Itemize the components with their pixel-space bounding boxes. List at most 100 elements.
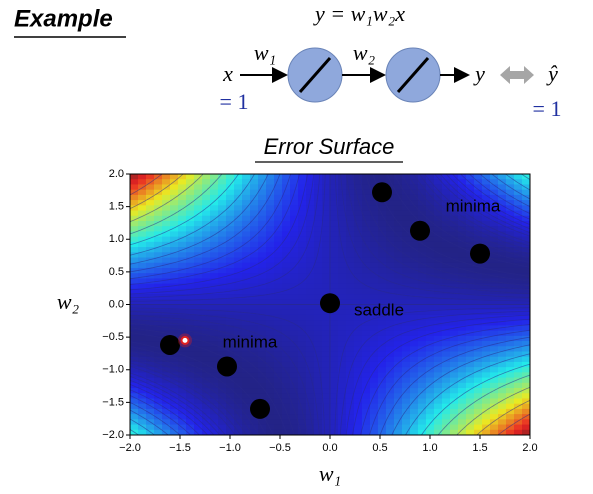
surface-cell [394,262,403,269]
surface-cell [170,361,179,368]
surface-cell [410,262,419,269]
surface-cell [314,408,323,415]
surface-cell [418,403,427,410]
surface-cell [234,257,243,264]
surface-cell [226,382,235,389]
surface-cell [250,299,259,306]
surface-cell [458,241,467,248]
surface-cell [378,205,387,212]
surface-cell [234,304,243,311]
surface-cell [170,231,179,238]
surface-cell [210,200,219,206]
surface-cell [282,361,291,368]
surface-cell [386,226,395,233]
surface-cell [362,299,371,306]
surface-cell [266,247,275,253]
surface-cell [434,179,443,186]
surface-cell [298,257,307,264]
surface-cell [522,398,530,405]
x-axis-label: w₁ [319,461,341,486]
surface-cell [458,236,467,243]
surface-cell [274,367,283,373]
surface-cell [330,288,339,295]
surface-cell [458,220,467,227]
surface-cell [330,252,339,259]
surface-cell [346,377,355,384]
surface-cell [210,309,219,316]
surface-cell [434,273,443,279]
surface-cell [298,267,307,274]
surface-cell [282,414,291,420]
surface-cell [202,346,211,353]
surface-cell [146,236,155,243]
surface-cell [146,262,155,269]
surface-cell [314,367,323,373]
surface-cell [290,241,299,248]
surface-cell [450,403,459,410]
surface-cell [514,283,523,290]
surface-cell [258,372,267,379]
surface-cell [514,356,523,363]
surface-cell [322,252,331,259]
surface-cell [394,414,403,420]
surface-cell [202,356,211,363]
surface-cell [386,174,395,180]
surface-cell [250,200,259,206]
surface-cell [178,377,187,384]
surface-cell [306,226,315,233]
surface-cell [506,288,515,295]
surface-cell [298,356,307,363]
surface-cell [490,299,499,306]
surface-cell [490,200,499,206]
surface-cell [274,351,283,358]
surface-cell [370,179,379,186]
surface-cell [146,231,155,238]
surface-cell [234,189,243,196]
surface-cell [402,205,411,212]
surface-cell [354,273,363,279]
surface-cell [258,330,267,337]
surface-cell [178,414,187,420]
surface-cell [450,299,459,306]
surface-cell [450,236,459,243]
surface-cell [322,377,331,384]
surface-cell [266,314,275,321]
surface-cell [250,252,259,259]
contour-line [419,174,530,247]
surface-cell [138,325,147,332]
equation: y = w₁w₂x [313,1,405,26]
surface-cell [450,361,459,368]
surface-cell [442,205,451,212]
surface-cell [282,174,291,180]
surface-cell [170,377,179,384]
surface-cell [458,367,467,373]
surface-cell [370,341,379,347]
surface-cell [194,408,203,415]
contour-line [130,307,326,435]
surface-cell [450,273,459,279]
surface-cell [178,429,187,435]
surface-cell [498,262,507,269]
surface-cell [234,351,243,358]
surface-cell [282,236,291,243]
surface-cell [234,356,243,363]
surface-cell [378,424,387,431]
surface-cell [458,247,467,253]
surface-cell [506,341,515,347]
surface-cell [210,304,219,311]
surface-cell [370,220,379,227]
surface-cell [322,247,331,253]
surface-cell [170,278,179,285]
surface-cell [202,220,211,227]
surface-cell [498,419,507,426]
surface-cell [250,388,259,394]
surface-cell [370,403,379,410]
surface-cell [154,314,163,321]
surface-cell [146,210,155,217]
surface-cell [290,220,299,227]
surface-cell [426,424,435,431]
surface-cell [154,267,163,274]
surface-cell [394,278,403,285]
surface-cell [458,304,467,311]
surface-cell [522,408,530,415]
